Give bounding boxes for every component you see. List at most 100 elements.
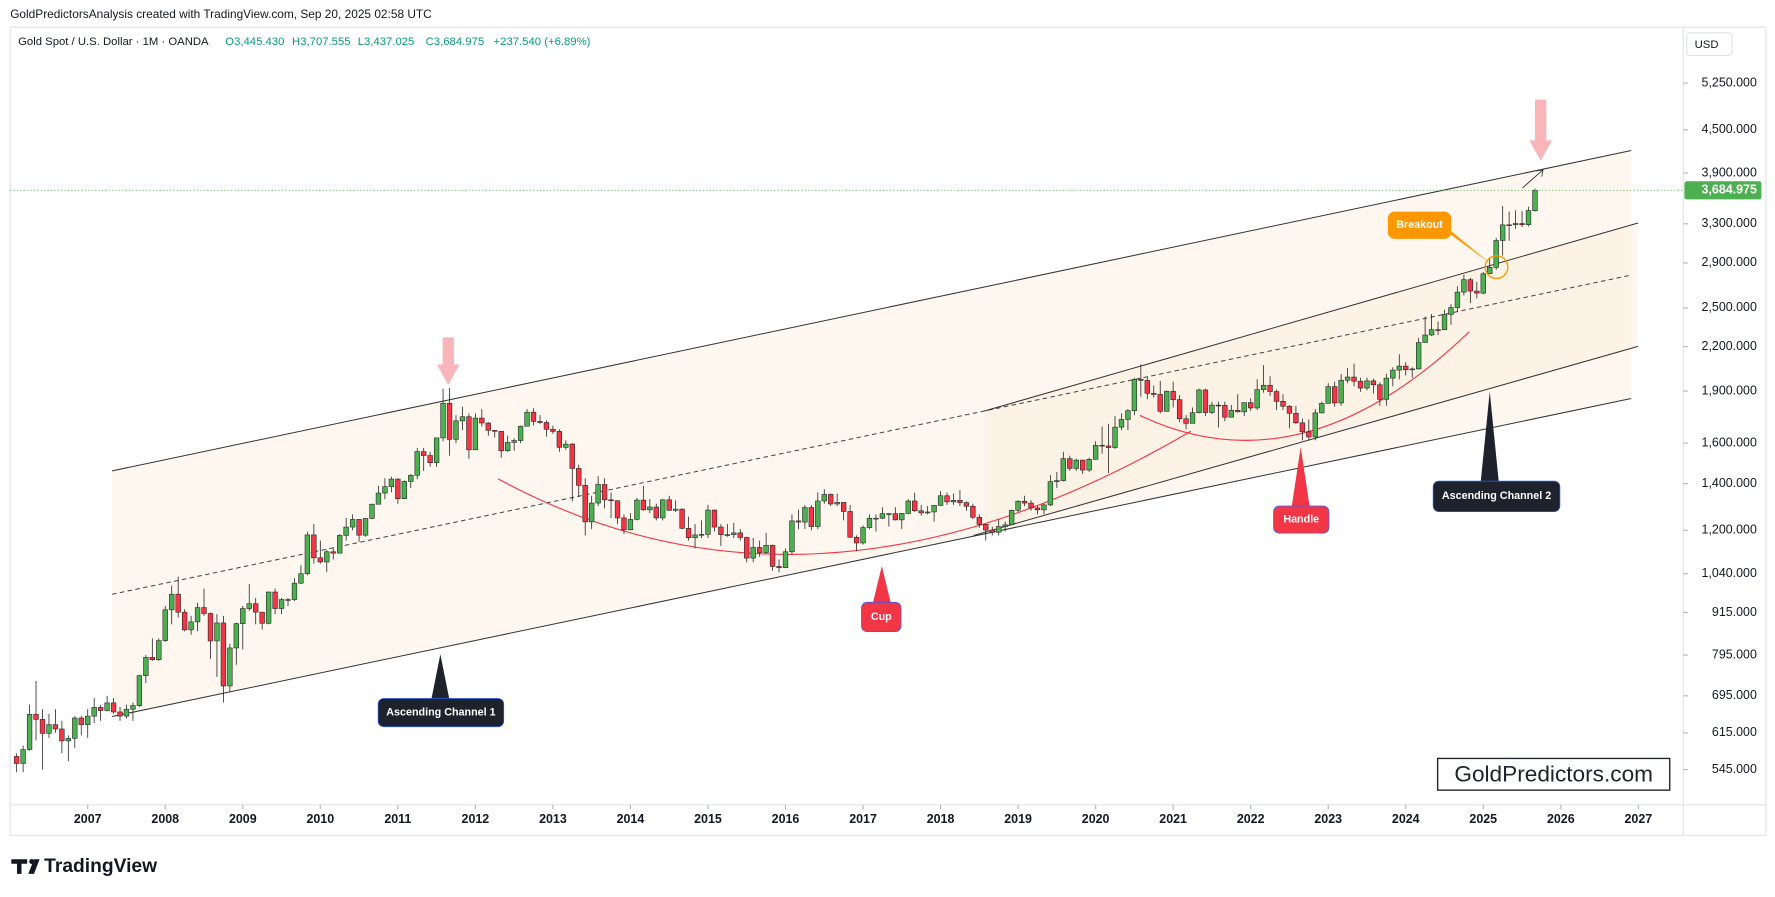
candle-body: [479, 417, 485, 424]
candle-body: [1370, 380, 1377, 386]
candle-body: [576, 468, 582, 486]
candle-body: [162, 609, 168, 641]
candle-body: [937, 495, 944, 506]
candle-body: [26, 713, 33, 750]
y-tick-label: 545.000: [1712, 762, 1757, 776]
candle-body: [892, 513, 898, 521]
x-tick-label: 2017: [849, 812, 877, 826]
frame: [9, 26, 1767, 836]
x-tick-label: 2020: [1082, 812, 1110, 826]
candle-body: [1325, 386, 1331, 404]
candle-body: [647, 506, 653, 511]
candle-body: [1008, 510, 1015, 526]
candle-body: [724, 534, 731, 536]
candle-body: [1067, 458, 1073, 469]
x-tick-label: 2009: [229, 812, 257, 826]
candle-body: [912, 500, 918, 512]
candle-body: [207, 613, 214, 642]
candle-body: [156, 640, 162, 660]
candle-body: [537, 421, 543, 423]
candle-body: [20, 749, 26, 764]
candle-body: [201, 607, 207, 614]
candle-body: [1196, 389, 1202, 414]
candle-body: [1390, 369, 1396, 379]
candle-body: [1202, 389, 1209, 413]
candle-body: [311, 534, 317, 559]
candle-body: [1118, 419, 1125, 428]
candle-body: [181, 611, 188, 631]
candle-body: [828, 494, 834, 505]
candle-body: [1060, 458, 1066, 481]
candle-body: [97, 707, 104, 711]
channel-2-lower: [973, 345, 1639, 536]
candle-body: [1441, 314, 1448, 331]
candle-body: [1144, 380, 1150, 394]
candle-body: [1532, 190, 1538, 211]
candle-body: [375, 492, 382, 505]
candle-body: [1041, 504, 1047, 511]
candle-body: [117, 711, 123, 717]
candle-body: [1015, 500, 1021, 511]
candle-body: [1273, 391, 1280, 402]
candle-body: [91, 707, 97, 717]
candle-body: [511, 440, 517, 443]
candle-body: [776, 566, 782, 568]
candle-body: [815, 500, 821, 527]
candle-body: [711, 509, 718, 528]
candle-body: [685, 528, 692, 539]
candle-body: [789, 520, 795, 553]
candle-body: [595, 484, 601, 504]
channel-2-label: Ascending Channel 2: [1442, 490, 1551, 502]
y-tick-label: 795.000: [1712, 647, 1757, 661]
candle-body: [330, 551, 336, 554]
candle-body: [627, 519, 634, 531]
candle-body: [905, 500, 911, 514]
candle-body: [278, 599, 285, 609]
y-tick-label: 695.000: [1712, 688, 1757, 702]
candle-body: [983, 524, 989, 531]
candle-body: [1396, 365, 1402, 371]
candle-body: [110, 702, 117, 713]
candle-body: [401, 481, 407, 499]
candle-body: [78, 717, 84, 725]
candle-body: [369, 503, 375, 519]
candle-body: [918, 510, 924, 514]
candle-body: [194, 607, 201, 623]
candle-body: [1267, 384, 1273, 392]
candle-body: [763, 545, 769, 553]
candle-body: [349, 519, 356, 528]
x-tick-label: 2025: [1469, 812, 1497, 826]
x-tick-label: 2022: [1237, 812, 1265, 826]
candle-body: [505, 442, 511, 452]
candle-body: [614, 500, 621, 519]
candle-body: [1448, 307, 1454, 315]
candle-body: [660, 499, 666, 519]
candle-body: [744, 537, 750, 559]
candle-body: [569, 443, 575, 469]
channel-1-label: Ascending Channel 1: [386, 706, 495, 718]
candle-body: [188, 621, 194, 631]
candle-body: [337, 535, 343, 554]
candle-body: [653, 506, 659, 519]
candle-body: [1138, 379, 1144, 381]
candle-body: [39, 719, 46, 734]
candle-body: [1189, 412, 1196, 424]
candle-body: [698, 534, 705, 536]
candle-body: [1099, 444, 1105, 447]
candle-body: [298, 573, 304, 584]
candle-body: [853, 536, 860, 544]
candle-body: [886, 513, 892, 515]
candle-body: [1416, 342, 1422, 370]
candle-body: [802, 507, 808, 523]
x-tick-label: 2016: [772, 812, 800, 826]
candle-body: [1357, 380, 1364, 389]
candle-body: [924, 511, 931, 514]
candle-body: [873, 517, 879, 520]
candle-body: [944, 495, 950, 503]
candle-body: [1248, 402, 1254, 409]
candle-body: [1222, 404, 1228, 418]
watermark-box: [1436, 757, 1671, 791]
candle-body: [343, 526, 349, 536]
candle-body: [582, 485, 588, 523]
